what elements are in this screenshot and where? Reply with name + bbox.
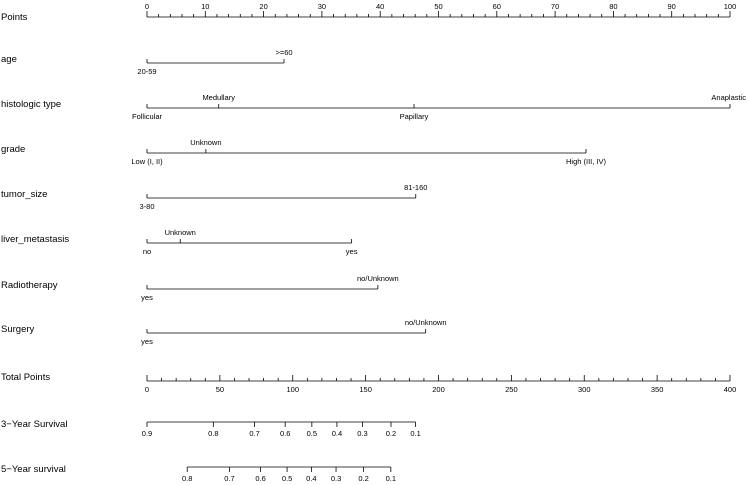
survival-5yr-tick-label: 0.2 — [358, 474, 368, 483]
predictor-grade-level-label: Unknown — [190, 138, 221, 147]
predictor-histologic-type-level-label: Papillary — [400, 112, 429, 121]
predictor-liver-metastasis-level-label: Unknown — [165, 228, 196, 237]
predictor-age-level-label: 20-59 — [137, 67, 156, 76]
predictor-radiotherapy-level-label: yes — [141, 293, 153, 302]
predictor-liver-metastasis-level-label: no — [143, 247, 151, 256]
predictor-histologic-type-label: histologic type — [1, 99, 61, 110]
total-points-tick-label: 150 — [359, 385, 372, 394]
total-points-tick-label: 50 — [216, 385, 224, 394]
total-points-label: Total Points — [1, 372, 50, 383]
points-axis-label: Points — [1, 12, 28, 23]
survival-3yr-tick-label: 0.2 — [386, 429, 396, 438]
predictor-grade-label: grade — [1, 144, 25, 155]
survival-3yr-label: 3−Year Survival — [1, 419, 67, 430]
survival-5yr-tick-label: 0.4 — [306, 474, 316, 483]
points-tick-label: 60 — [493, 2, 501, 11]
points-tick-label: 30 — [318, 2, 326, 11]
survival-3yr-tick-label: 0.8 — [208, 429, 218, 438]
survival-3yr-tick-label: 0.5 — [307, 429, 317, 438]
total-points-tick-label: 250 — [505, 385, 518, 394]
survival-3yr-tick-label: 0.7 — [249, 429, 259, 438]
points-tick-label: 100 — [724, 2, 737, 11]
predictor-liver-metastasis-level-label: yes — [346, 247, 358, 256]
survival-5yr-tick-label: 0.5 — [282, 474, 292, 483]
points-tick-label: 40 — [376, 2, 384, 11]
survival-3yr-tick-label: 0.3 — [357, 429, 367, 438]
total-points-tick-label: 350 — [651, 385, 664, 394]
points-tick-label: 80 — [609, 2, 617, 11]
points-tick-label: 0 — [145, 2, 149, 11]
survival-3yr-tick-label: 0.6 — [280, 429, 290, 438]
survival-5yr-tick-label: 0.6 — [255, 474, 265, 483]
total-points-tick-label: 200 — [432, 385, 445, 394]
predictor-age-level-label: >=60 — [275, 48, 292, 57]
predictor-surgery-label: Surgery — [1, 324, 35, 335]
survival-3yr-tick-label: 0.9 — [142, 429, 152, 438]
survival-5yr-label: 5−Year survival — [1, 464, 66, 475]
total-points-tick-label: 300 — [578, 385, 591, 394]
survival-3yr-tick-label: 0.1 — [410, 429, 420, 438]
predictor-age-label: age — [1, 54, 17, 65]
survival-5yr-tick-label: 0.1 — [386, 474, 396, 483]
predictor-surgery-level-label: no/Unknown — [405, 318, 447, 327]
predictor-histologic-type-level-label: Follicular — [132, 112, 163, 121]
predictor-histologic-type-level-label: Anaplastic — [711, 93, 746, 102]
survival-5yr-tick-label: 0.7 — [224, 474, 234, 483]
points-tick-label: 90 — [668, 2, 676, 11]
total-points-tick-label: 100 — [286, 385, 299, 394]
points-tick-label: 20 — [259, 2, 267, 11]
predictor-grade-level-label: High (III, IV) — [566, 157, 607, 166]
predictor-tumor-size-level-label: 81-160 — [404, 183, 427, 192]
total-points-tick-label: 0 — [145, 385, 149, 394]
survival-5yr-tick-label: 0.3 — [331, 474, 341, 483]
survival-3yr-tick-label: 0.4 — [332, 429, 342, 438]
points-tick-label: 70 — [551, 2, 559, 11]
predictor-grade-level-label: Low (I, II) — [131, 157, 163, 166]
total-points-tick-label: 400 — [724, 385, 737, 394]
survival-5yr-tick-label: 0.8 — [182, 474, 192, 483]
predictor-tumor-size-level-label: 3-80 — [139, 202, 154, 211]
points-tick-label: 10 — [201, 2, 209, 11]
predictor-radiotherapy-level-label: no/Unknown — [357, 274, 399, 283]
predictor-surgery-level-label: yes — [141, 337, 153, 346]
points-tick-label: 50 — [434, 2, 442, 11]
predictor-liver-metastasis-label: liver_metastasis — [1, 234, 69, 245]
predictor-tumor-size-label: tumor_size — [1, 189, 47, 200]
predictor-histologic-type-level-label: Medullary — [202, 93, 235, 102]
predictor-radiotherapy-label: Radiotherapy — [1, 280, 58, 291]
